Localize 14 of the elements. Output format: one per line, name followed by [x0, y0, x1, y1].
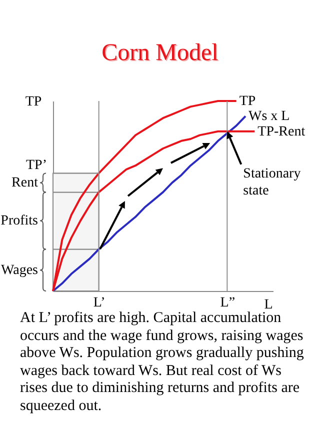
series-label: Ws x L — [248, 109, 290, 124]
ref-line-label: TP’ — [26, 158, 47, 174]
band-label: Profits — [0, 214, 38, 229]
band-label: Rent — [12, 176, 38, 191]
chart-title: Corn Model — [100, 40, 220, 67]
series-label: TP-Rent — [258, 124, 306, 140]
text: At L’ profits are high. Capital accumulation occurs and the wage fund grows, raising wages above Ws. Population grows gradually pushing wages back toward Ws. But real cost of Ws rises due to diminishing returns and profits are squeezed out. — [20, 310, 304, 415]
band-label: Wages — [1, 263, 38, 278]
series-label: TP — [239, 94, 256, 109]
x-tick-label: L” — [220, 296, 236, 310]
y-axis-title: TP — [25, 94, 42, 110]
x-axis-title: L — [264, 298, 273, 312]
annotation: Stationary state — [243, 166, 301, 198]
x-tick-label: L’ — [93, 296, 106, 310]
